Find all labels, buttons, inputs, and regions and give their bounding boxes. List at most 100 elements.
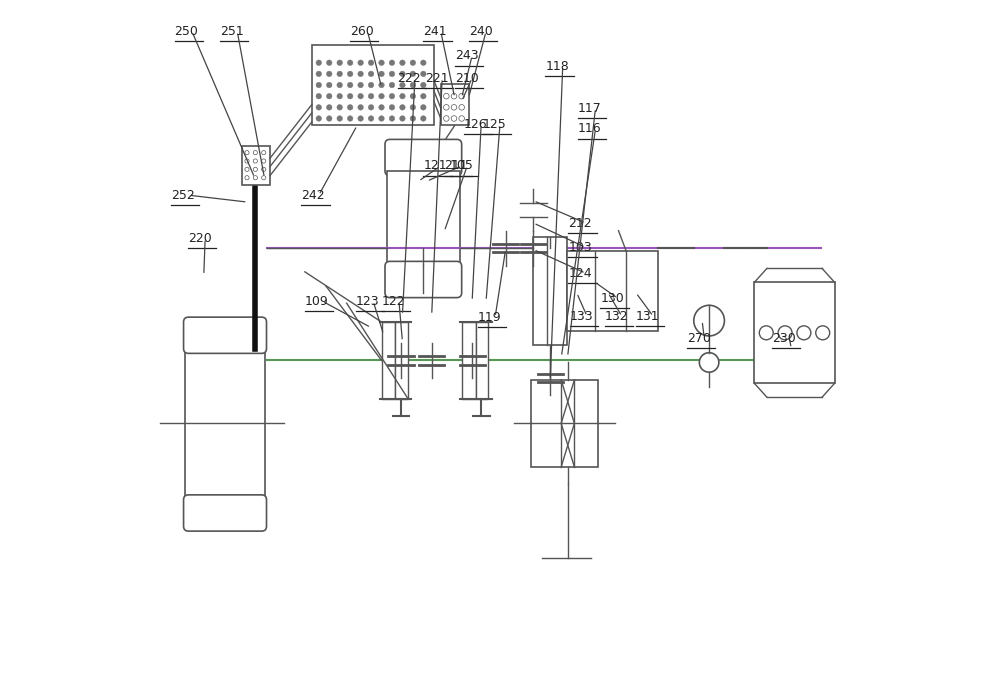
Text: 121: 121 (423, 160, 447, 172)
Text: 133: 133 (570, 310, 593, 323)
Circle shape (337, 82, 342, 88)
Circle shape (368, 60, 374, 66)
Circle shape (337, 105, 342, 110)
Text: 251: 251 (220, 25, 244, 38)
Circle shape (400, 71, 405, 77)
Circle shape (245, 167, 249, 171)
Text: 105: 105 (450, 160, 474, 172)
Text: 220: 220 (188, 232, 211, 245)
Circle shape (245, 176, 249, 180)
Bar (395, 322, 408, 399)
Text: 118: 118 (545, 60, 569, 72)
Circle shape (444, 116, 449, 121)
Text: 109: 109 (305, 295, 329, 307)
Circle shape (347, 71, 353, 77)
Circle shape (816, 326, 830, 340)
Circle shape (400, 82, 405, 88)
FancyBboxPatch shape (385, 261, 462, 298)
Bar (441, 84, 469, 125)
Circle shape (347, 105, 353, 110)
Circle shape (410, 71, 416, 77)
Circle shape (262, 176, 266, 180)
Bar (476, 322, 488, 399)
Circle shape (358, 93, 363, 99)
Circle shape (316, 105, 322, 110)
Circle shape (316, 71, 322, 77)
Circle shape (368, 105, 374, 110)
Bar (185, 348, 265, 498)
Text: 221: 221 (425, 72, 448, 84)
Circle shape (316, 82, 322, 88)
Circle shape (389, 116, 395, 121)
Circle shape (379, 71, 384, 77)
Circle shape (379, 116, 384, 121)
Text: 132: 132 (605, 310, 628, 323)
Circle shape (326, 60, 332, 66)
Circle shape (337, 71, 342, 77)
Bar (567, 251, 658, 331)
Circle shape (326, 116, 332, 121)
Circle shape (421, 93, 426, 99)
Circle shape (421, 71, 426, 77)
Circle shape (421, 105, 426, 110)
Circle shape (316, 93, 322, 99)
Circle shape (410, 116, 416, 121)
Circle shape (368, 93, 374, 99)
Circle shape (326, 93, 332, 99)
Circle shape (459, 105, 464, 110)
Circle shape (368, 116, 374, 121)
Bar (754, 282, 835, 383)
Circle shape (694, 305, 724, 336)
Circle shape (368, 82, 374, 88)
Bar (312, 45, 434, 125)
Circle shape (358, 71, 363, 77)
Circle shape (262, 167, 266, 171)
Text: 123: 123 (356, 295, 379, 307)
Circle shape (358, 116, 363, 121)
Circle shape (253, 167, 257, 171)
Text: 116: 116 (578, 123, 602, 135)
Circle shape (347, 93, 353, 99)
Bar (531, 380, 598, 467)
Text: 124: 124 (568, 267, 592, 279)
Circle shape (421, 116, 426, 121)
Circle shape (326, 105, 332, 110)
Circle shape (337, 60, 342, 66)
Text: 270: 270 (687, 332, 711, 344)
Circle shape (347, 82, 353, 88)
Text: 242: 242 (301, 189, 325, 201)
Circle shape (379, 82, 384, 88)
Circle shape (389, 93, 395, 99)
Bar (382, 322, 395, 399)
Circle shape (262, 159, 266, 163)
Text: 260: 260 (350, 25, 374, 38)
FancyBboxPatch shape (385, 139, 462, 176)
Circle shape (316, 60, 322, 66)
Circle shape (410, 82, 416, 88)
Text: 126: 126 (464, 118, 487, 130)
Circle shape (400, 60, 405, 66)
Circle shape (400, 116, 405, 121)
Circle shape (245, 159, 249, 163)
Circle shape (245, 151, 249, 155)
Circle shape (253, 159, 257, 163)
Circle shape (410, 93, 416, 99)
Circle shape (389, 60, 395, 66)
Text: 125: 125 (483, 118, 506, 130)
Circle shape (797, 326, 811, 340)
Circle shape (389, 82, 395, 88)
Circle shape (459, 93, 464, 99)
Circle shape (421, 82, 426, 88)
Circle shape (421, 60, 426, 66)
Circle shape (316, 116, 322, 121)
Circle shape (358, 105, 363, 110)
Text: 119: 119 (478, 311, 501, 323)
Circle shape (410, 105, 416, 110)
Text: 241: 241 (423, 25, 447, 38)
Text: 131: 131 (636, 310, 660, 323)
Text: 230: 230 (772, 332, 796, 344)
Circle shape (347, 116, 353, 121)
Circle shape (444, 105, 449, 110)
Circle shape (337, 116, 342, 121)
FancyBboxPatch shape (184, 317, 267, 353)
